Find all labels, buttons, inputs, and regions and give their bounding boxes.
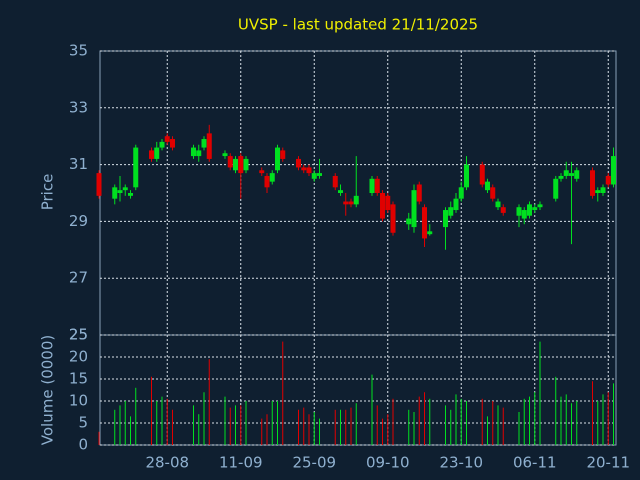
candle-body (311, 173, 317, 179)
candle-body (458, 187, 464, 199)
candle-body (243, 158, 249, 171)
candle-body (301, 167, 307, 171)
candle-body (563, 170, 569, 176)
candle-body (233, 158, 238, 171)
candle-body (416, 184, 422, 202)
candle-body (196, 150, 202, 157)
y2-tick-label: 20 (69, 348, 88, 366)
x-tick-label: 06-11 (513, 454, 557, 472)
candle-body (390, 204, 396, 233)
x-tick-label: 28-08 (145, 454, 189, 472)
y2-tick-label: 15 (69, 370, 88, 388)
candle-body (558, 175, 564, 179)
candle-body (490, 187, 496, 199)
y-tick-label: 31 (69, 155, 88, 173)
candle-body (269, 173, 275, 182)
candle-body (164, 136, 170, 142)
candle-body (532, 207, 538, 211)
x-tick-label: 25-09 (292, 454, 336, 472)
candle-body (191, 147, 196, 157)
y-tick-label: 27 (69, 269, 88, 287)
candle-body (611, 156, 616, 185)
candle-body (133, 147, 139, 188)
candle-body (353, 195, 359, 205)
candle-body (605, 175, 611, 185)
candle-body (537, 204, 543, 208)
candle-body (595, 190, 601, 193)
candle-body (238, 156, 244, 174)
candle-body (117, 190, 123, 193)
y-tick-label: 33 (69, 98, 88, 116)
candle-body (201, 139, 207, 148)
candle-body (332, 175, 338, 188)
candle-body (590, 170, 595, 196)
candle-body (495, 201, 501, 208)
candle-body (485, 181, 490, 191)
y2-tick-label: 5 (78, 414, 88, 432)
candle-body (343, 201, 349, 205)
y-tick-label: 29 (69, 212, 88, 230)
candle-body (600, 187, 606, 193)
candle-body (280, 150, 286, 159)
candle-body (453, 198, 459, 211)
candle-body (96, 173, 102, 196)
y-tick-label: 25 (69, 326, 88, 344)
candle-body (521, 210, 527, 219)
candle-body (569, 173, 574, 176)
candle-body (264, 175, 270, 188)
x-tick-label: 23-10 (439, 454, 483, 472)
candle-body (122, 187, 128, 191)
candle-body (374, 178, 380, 193)
candle-body (159, 141, 165, 148)
candle-body (443, 210, 448, 228)
candle-body (427, 231, 433, 235)
x-tick-label: 11-09 (219, 454, 263, 472)
x-tick-label: 20-11 (586, 454, 630, 472)
candle-body (222, 153, 228, 157)
candle-body (406, 218, 412, 225)
candle-body (338, 190, 343, 193)
candle-body (348, 201, 354, 205)
candle-body (411, 190, 417, 228)
candle-body (369, 178, 375, 193)
candle-body (448, 207, 454, 216)
y-axis-label: Price (39, 174, 57, 211)
candle-body (154, 147, 160, 159)
candle-body (422, 207, 427, 239)
candle-body (112, 187, 118, 199)
candle-body (479, 164, 485, 185)
y2-tick-label: 10 (69, 392, 88, 410)
x-tick-label: 09-10 (366, 454, 410, 472)
y2-axis-label: Volume (0000) (39, 335, 57, 445)
candle-body (500, 207, 506, 213)
candle-body (128, 193, 133, 196)
candle-body (380, 193, 385, 219)
chart-title: UVSP - last updated 21/11/2025 (238, 16, 478, 34)
candle-body (574, 170, 580, 179)
candle-body (227, 156, 233, 168)
candle-body (317, 173, 322, 176)
candle-body (170, 139, 175, 148)
candle-body (275, 147, 280, 171)
candle-body (259, 170, 265, 174)
candle-body (464, 164, 469, 188)
candle-body (385, 195, 391, 211)
candle-body (553, 178, 559, 199)
candle-body (296, 158, 301, 168)
candle-body (516, 207, 522, 216)
y2-tick-label: 0 (78, 436, 88, 454)
candle-body (206, 133, 212, 159)
y-tick-label: 35 (69, 42, 88, 60)
candle-body (306, 167, 312, 174)
candle-body (527, 204, 532, 216)
candle-body (149, 150, 154, 159)
y2-tick-label: 25 (69, 326, 88, 344)
